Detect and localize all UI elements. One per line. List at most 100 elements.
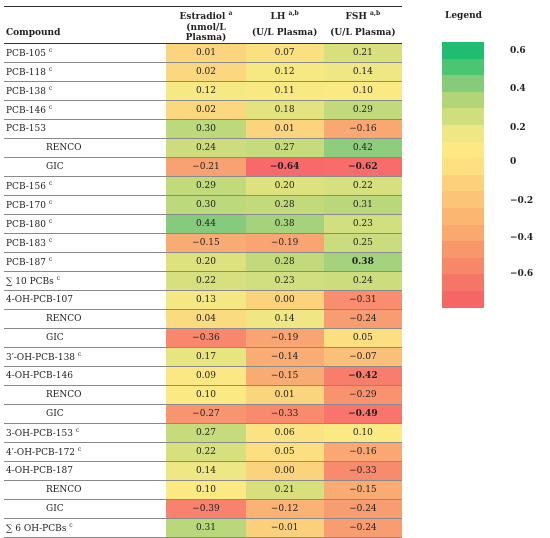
estradiol-value-cell: −0.27 [166,404,246,424]
table-row: GIC −0.21 −0.64 −0.62 [4,157,402,177]
lh-value-cell: 0.01 [245,119,324,139]
table-row: PCB-105 c 0.01 0.07 0.21 [4,43,402,63]
compound-name: ∑ 6 OH-PCBs c [4,518,167,538]
estradiol-value-cell: 0.27 [166,423,246,443]
compound-name: 3′-OH-PCB-138 c [4,347,167,367]
fsh-value-cell: −0.07 [323,347,402,367]
lh-value-cell: 0.14 [245,309,324,329]
fsh-header: FSH a,b [324,8,402,23]
fsh-value-cell: −0.31 [323,290,402,310]
compound-name-text: PCB-118 [6,68,46,78]
table-row: PCB-170 c 0.30 0.28 0.31 [4,195,402,215]
compound-name-text: PCB-153 [6,124,46,134]
compound-name-text: PCB-146 [6,106,46,116]
lh-value-cell: 0.00 [245,461,324,481]
estradiol-header-label: Estradiol [179,11,226,22]
fsh-value-cell: 0.42 [323,138,402,158]
compound-name-text: GIC [46,162,64,172]
lh-value-cell: 0.12 [245,62,324,82]
lh-value-cell: 0.18 [245,100,324,120]
legend-swatch [442,274,484,291]
lh-value-cell: −0.64 [245,157,324,177]
compound-footnote: c [48,237,53,244]
fsh-value-cell: 0.10 [323,81,402,101]
compound-name: PCB-118 c [4,62,167,82]
table-row: 4-OH-PCB-187 0.14 0.00 −0.33 [4,461,402,481]
estradiol-value-cell: 0.02 [166,62,246,82]
estradiol-value-cell: −0.39 [166,499,246,519]
compound-name: GIC [4,328,167,348]
compound-name-text: PCB-156 [6,182,46,192]
fsh-header-sup: a,b [370,9,381,17]
table-row: RENCO 0.10 0.21 −0.15 [4,480,402,500]
compound-name: RENCO [4,385,167,405]
legend-label: −0.2 [510,196,534,206]
estradiol-value-cell: 0.22 [166,271,246,291]
fsh-value-cell: −0.16 [323,119,402,139]
table-row: PCB-180 c 0.44 0.38 0.23 [4,214,402,234]
lh-value-cell: 0.05 [245,442,324,462]
compound-name: 4′-OH-PCB-172 c [4,442,167,462]
lh-header-sup: a,b [288,9,299,17]
lh-value-cell: 0.00 [245,290,324,310]
table-row: 4-OH-PCB-107 0.13 0.00 −0.31 [4,290,402,310]
estradiol-value-cell: 0.10 [166,385,246,405]
lh-value-cell: −0.15 [245,366,324,386]
lh-value-cell: 0.01 [245,385,324,405]
compound-name-text: RENCO [46,390,82,400]
estradiol-header-sup: a [228,9,233,17]
table-row: RENCO 0.04 0.14 −0.24 [4,309,402,329]
legend-label: 0.4 [510,84,526,94]
compound-footnote: c [48,104,53,111]
fsh-value-cell: 0.22 [323,176,402,196]
fsh-unit: (U/L Plasma) [323,23,402,44]
legend-swatch [442,108,484,125]
lh-value-cell: −0.01 [245,518,324,538]
lh-value-cell: −0.19 [245,328,324,348]
lh-value-cell: 0.21 [245,480,324,500]
estradiol-header: Estradiol a [166,8,245,23]
fsh-value-cell: −0.62 [323,157,402,177]
lh-value-cell: 0.28 [245,195,324,215]
legend-swatch [442,224,484,242]
compound-name: RENCO [4,480,167,500]
table-row: ∑ 6 OH-PCBs c 0.31 −0.01 −0.24 [4,518,402,538]
compound-footnote: c [48,218,53,225]
estradiol-value-cell: 0.01 [166,43,246,63]
estradiol-value-cell: 0.20 [166,252,246,272]
fsh-value-cell: 0.05 [323,328,402,348]
compound-name-text: 4-OH-PCB-146 [6,371,73,381]
fsh-value-cell: −0.24 [323,309,402,329]
lh-value-cell: −0.19 [245,233,324,253]
compound-name-text: RENCO [46,143,82,153]
legend-swatch [442,158,484,175]
lh-value-cell: 0.07 [245,43,324,63]
table-row: GIC −0.27 −0.33 −0.49 [4,404,402,424]
compound-footnote: c [75,427,80,434]
compound-name-text: PCB-138 [6,87,46,97]
fsh-value-cell: 0.24 [323,271,402,291]
compound-name: 3-OH-PCB-153 c [4,423,167,443]
compound-footnote: c [56,275,61,282]
compound-name-text: GIC [46,504,64,514]
lh-header: LH a,b [246,8,324,23]
estradiol-value-cell: 0.44 [166,214,246,234]
fsh-value-cell: 0.10 [323,423,402,443]
legend-label: −0.6 [510,269,534,279]
estradiol-value-cell: 0.24 [166,138,246,158]
compound-name: PCB-187 c [4,252,167,272]
legend-swatch [442,75,484,92]
table-row: RENCO 0.24 0.27 0.42 [4,138,402,158]
compound-footnote: c [77,446,82,453]
legend-swatch [442,91,484,109]
lh-value-cell: 0.27 [245,138,324,158]
fsh-value-cell: −0.33 [323,461,402,481]
compound-name: ∑ 10 PCBs c [4,271,167,291]
lh-value-cell: −0.12 [245,499,324,519]
legend-swatch [442,257,484,275]
compound-footnote: c [48,180,53,187]
compound-name: GIC [4,404,167,424]
legend-swatch [442,42,484,59]
fsh-value-cell: 0.38 [323,252,402,272]
compound-name: 4-OH-PCB-187 [4,461,167,481]
